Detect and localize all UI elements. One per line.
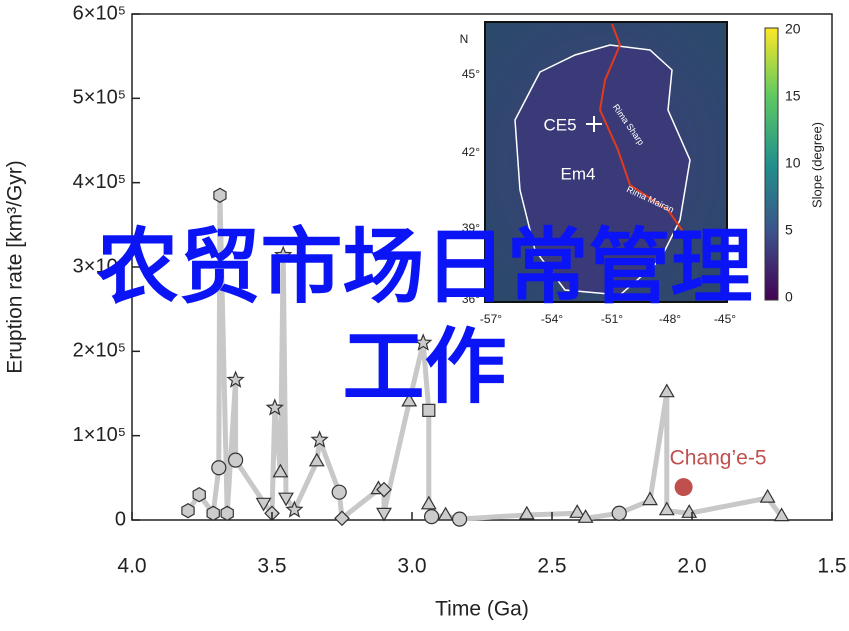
marker (658, 501, 675, 516)
lon-label: -54° (541, 312, 563, 326)
rille-line (598, 23, 691, 261)
lon-label: -51° (601, 312, 623, 326)
marker (278, 492, 294, 507)
marker (376, 507, 392, 522)
y-tick-label: 4×10⁵ (73, 171, 126, 193)
marker (206, 505, 220, 521)
y-axis-label: Eruption rate [km³/Gyr) (4, 160, 27, 374)
marker (211, 460, 227, 476)
mare-boundary (514, 44, 691, 296)
x-tick-label: 4.0 (117, 555, 146, 578)
inset-map: N45°42°39°36°-57° -54° -51° -48° -45°CE5Em4R… (460, 21, 825, 326)
marker (658, 383, 675, 398)
marker (192, 487, 206, 503)
highlight-marker (674, 478, 693, 497)
colorbar-tick-label: 15 (785, 88, 801, 104)
y-tick-label: 2×10⁵ (73, 340, 126, 362)
lat-label: 45° (462, 67, 480, 81)
marker (274, 245, 293, 264)
overlay-line: 工作 (342, 320, 507, 415)
colorbar-tick-label: 20 (785, 21, 801, 37)
marker (414, 333, 433, 351)
marker (331, 484, 347, 500)
marker (569, 504, 586, 518)
marker (310, 430, 329, 448)
colorbar-tick-label: 0 (785, 289, 793, 305)
x-tick-label: 2.0 (677, 555, 706, 578)
lat-label: 36° (462, 292, 480, 306)
lon-label: -48° (659, 312, 681, 326)
marker (181, 503, 195, 519)
y-tick-label: 3×10⁵ (73, 255, 126, 277)
region-label: Em4 (561, 164, 596, 183)
x-axis-label: Time (Ga) (435, 598, 529, 621)
overlay-line: 农贸市场日常管理 (96, 220, 753, 315)
x-tick-label: 1.5 (817, 555, 846, 578)
lon-label: -45° (714, 312, 736, 326)
marker (420, 495, 437, 510)
colorbar (764, 27, 779, 301)
highlight-label: Chang’e-5 (670, 447, 767, 470)
marker (773, 507, 790, 522)
y-tick-label: 1×10⁵ (73, 424, 126, 446)
colorbar-label: Slope (degree) (809, 122, 824, 208)
marker (334, 510, 350, 527)
marker (577, 509, 594, 523)
marker (424, 509, 440, 525)
marker (308, 452, 325, 467)
colorbar-tick-label: 10 (785, 155, 801, 171)
lat-label: 39° (462, 221, 480, 235)
landing-cross (586, 116, 602, 132)
marker (759, 488, 776, 503)
marker (437, 506, 454, 521)
marker (213, 187, 227, 203)
marker (265, 398, 284, 416)
marker (226, 370, 245, 388)
north-label: N (460, 32, 469, 46)
y-tick-label: 5×10⁵ (73, 87, 126, 109)
marker (518, 505, 535, 520)
marker (228, 452, 244, 468)
marker (376, 481, 392, 498)
marker (255, 497, 272, 512)
marker (272, 463, 289, 478)
x-tick-label: 3.0 (397, 555, 426, 578)
marker (452, 511, 468, 527)
x-tick-label: 2.5 (537, 555, 566, 578)
x-tick-label: 3.5 (257, 555, 286, 578)
colorbar-tick-label: 5 (785, 222, 793, 238)
marker (285, 500, 304, 518)
marker (611, 505, 627, 521)
marker (642, 491, 658, 506)
y-tick-label: 6×10⁵ (73, 2, 126, 24)
region-label: CE5 (543, 115, 576, 134)
lat-label: 42° (462, 145, 480, 159)
y-tick-label: 0 (115, 508, 126, 530)
overlay-text: 农贸市场日常管理 工作 (0, 218, 849, 418)
marker (401, 392, 418, 407)
marker (422, 403, 436, 417)
marker (220, 505, 234, 521)
lon-label: -57° (480, 312, 502, 326)
